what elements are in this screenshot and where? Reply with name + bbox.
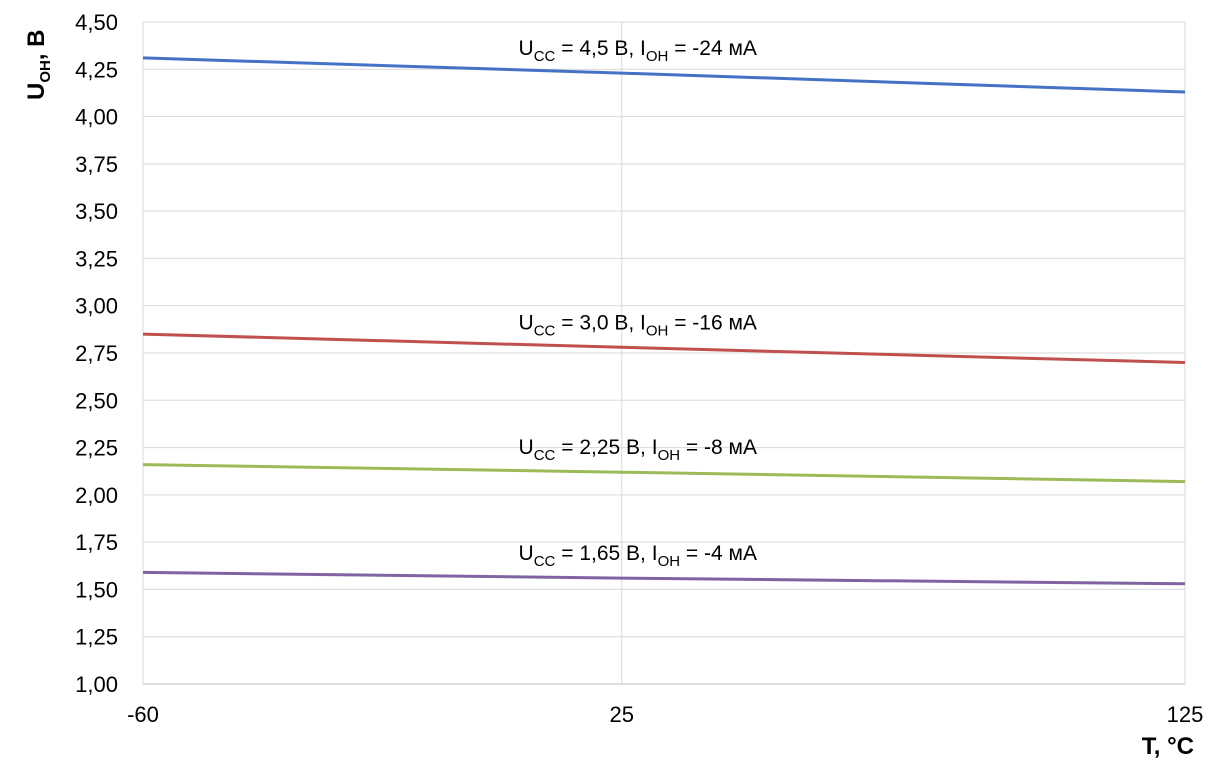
y-tick-label: 3,25 [75, 246, 118, 271]
y-axis-title: UOH, В [23, 29, 54, 100]
series-line [142, 56, 1186, 94]
y-tick-label: 4,50 [75, 10, 118, 35]
y-tick-label: 2,25 [75, 436, 118, 461]
series-labels: UCC = 4,5 В, IOH = -24 мА UCC = 3,0 В, IO… [519, 37, 757, 570]
series-line [142, 332, 1186, 364]
grid [142, 21, 1186, 685]
series-label: UCC = 1,65 В, IOH = -4 мА [519, 542, 757, 570]
y-tick-label: 2,75 [75, 341, 118, 366]
y-tick-label: 1,75 [75, 530, 118, 555]
x-axis-title: T, °C [1142, 733, 1194, 760]
series-label: UCC = 4,5 В, IOH = -24 мА [519, 37, 757, 65]
y-tick-label: 2,50 [75, 388, 118, 413]
y-tick-label: 3,50 [75, 199, 118, 224]
series-line [142, 570, 1186, 586]
series-label: UCC = 3,0 В, IOH = -16 мА [519, 311, 757, 339]
x-tick-label: -60 [127, 702, 159, 727]
x-axis-ticks: -60 25 125 [127, 702, 1203, 727]
y-tick-label: 1,00 [75, 672, 118, 697]
x-tick-label: 125 [1167, 702, 1204, 727]
y-tick-label: 1,25 [75, 625, 118, 650]
y-tick-label: 4,00 [75, 105, 118, 130]
series-lines [142, 56, 1186, 586]
y-axis-ticks: 1,00 1,25 1,50 1,75 2,00 2,25 2,50 2,75 3,00 3,25… [75, 10, 118, 697]
x-tick-label: 25 [610, 702, 634, 727]
y-tick-label: 4,25 [75, 57, 118, 82]
y-tick-label: 1,50 [75, 577, 118, 602]
y-tick-label: 2,00 [75, 483, 118, 508]
series-line [142, 463, 1186, 484]
series-label: UCC = 2,25 В, IOH = -8 мА [519, 436, 757, 464]
y-tick-label: 3,75 [75, 152, 118, 177]
y-tick-label: 3,00 [75, 294, 118, 319]
